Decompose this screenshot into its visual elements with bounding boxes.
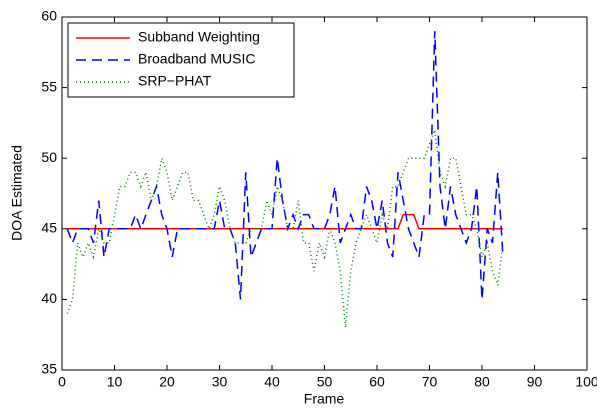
x-tick-label: 90 [527,374,543,390]
legend-label: SRP−PHAT [138,73,212,89]
x-axis-label: Frame [304,391,345,407]
legend-box [67,22,295,98]
y-tick-label: 50 [41,149,57,165]
y-tick-label: 40 [41,290,57,306]
series-line [66,31,504,300]
x-tick-label: 50 [317,374,333,390]
x-tick-label: 100 [575,374,597,390]
legend-label: Broadband MUSIC [138,51,256,67]
x-tick-label: 30 [212,374,228,390]
y-tick-label: 45 [41,220,57,236]
x-tick-label: 80 [474,374,490,390]
y-tick-label: 55 [41,78,57,94]
x-tick-label: 0 [58,374,66,390]
y-tick-label: 60 [41,8,57,24]
x-tick-label: 20 [159,374,175,390]
x-tick-label: 70 [422,374,438,390]
legend-label: Subband Weighting [138,29,260,45]
series-line [67,213,503,230]
y-axis-label: DOA Estimated [9,145,25,241]
x-tick-label: 60 [369,374,385,390]
x-tick-label: 10 [107,374,123,390]
x-tick-label: 40 [264,374,280,390]
y-tick-label: 35 [41,361,57,377]
